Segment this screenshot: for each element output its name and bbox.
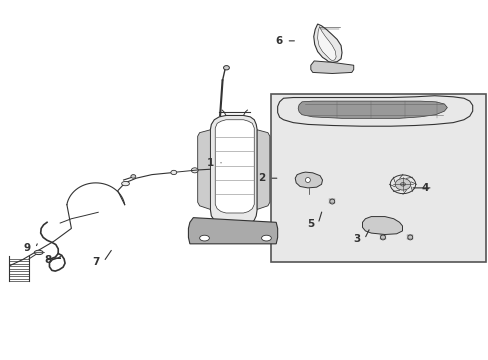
Ellipse shape	[261, 235, 271, 241]
Polygon shape	[295, 172, 322, 188]
Ellipse shape	[199, 235, 209, 241]
Ellipse shape	[305, 177, 310, 183]
Bar	[271, 94, 485, 262]
Text: 3: 3	[352, 234, 360, 244]
Ellipse shape	[380, 235, 385, 240]
Text: 6: 6	[274, 36, 282, 46]
Text: 4: 4	[420, 183, 427, 193]
Polygon shape	[188, 218, 277, 244]
Ellipse shape	[223, 66, 229, 70]
Ellipse shape	[170, 170, 176, 175]
Ellipse shape	[394, 179, 410, 190]
Text: 1: 1	[206, 158, 214, 168]
Polygon shape	[277, 96, 472, 126]
Polygon shape	[257, 130, 269, 210]
Polygon shape	[310, 61, 353, 73]
Text: 2: 2	[257, 173, 264, 183]
Polygon shape	[362, 217, 402, 234]
Ellipse shape	[407, 235, 412, 240]
Ellipse shape	[389, 175, 415, 194]
Ellipse shape	[131, 175, 136, 178]
Polygon shape	[197, 130, 210, 210]
Ellipse shape	[191, 168, 198, 173]
Text: 9: 9	[24, 243, 31, 253]
Text: 8: 8	[45, 255, 52, 265]
Polygon shape	[317, 27, 335, 60]
Polygon shape	[298, 101, 447, 118]
Ellipse shape	[400, 183, 405, 186]
Polygon shape	[313, 24, 341, 62]
Polygon shape	[215, 120, 254, 213]
Ellipse shape	[329, 199, 334, 204]
Text: 5: 5	[306, 219, 313, 229]
Polygon shape	[210, 116, 257, 226]
Ellipse shape	[122, 181, 129, 186]
Ellipse shape	[34, 250, 43, 255]
Text: 7: 7	[92, 257, 99, 267]
